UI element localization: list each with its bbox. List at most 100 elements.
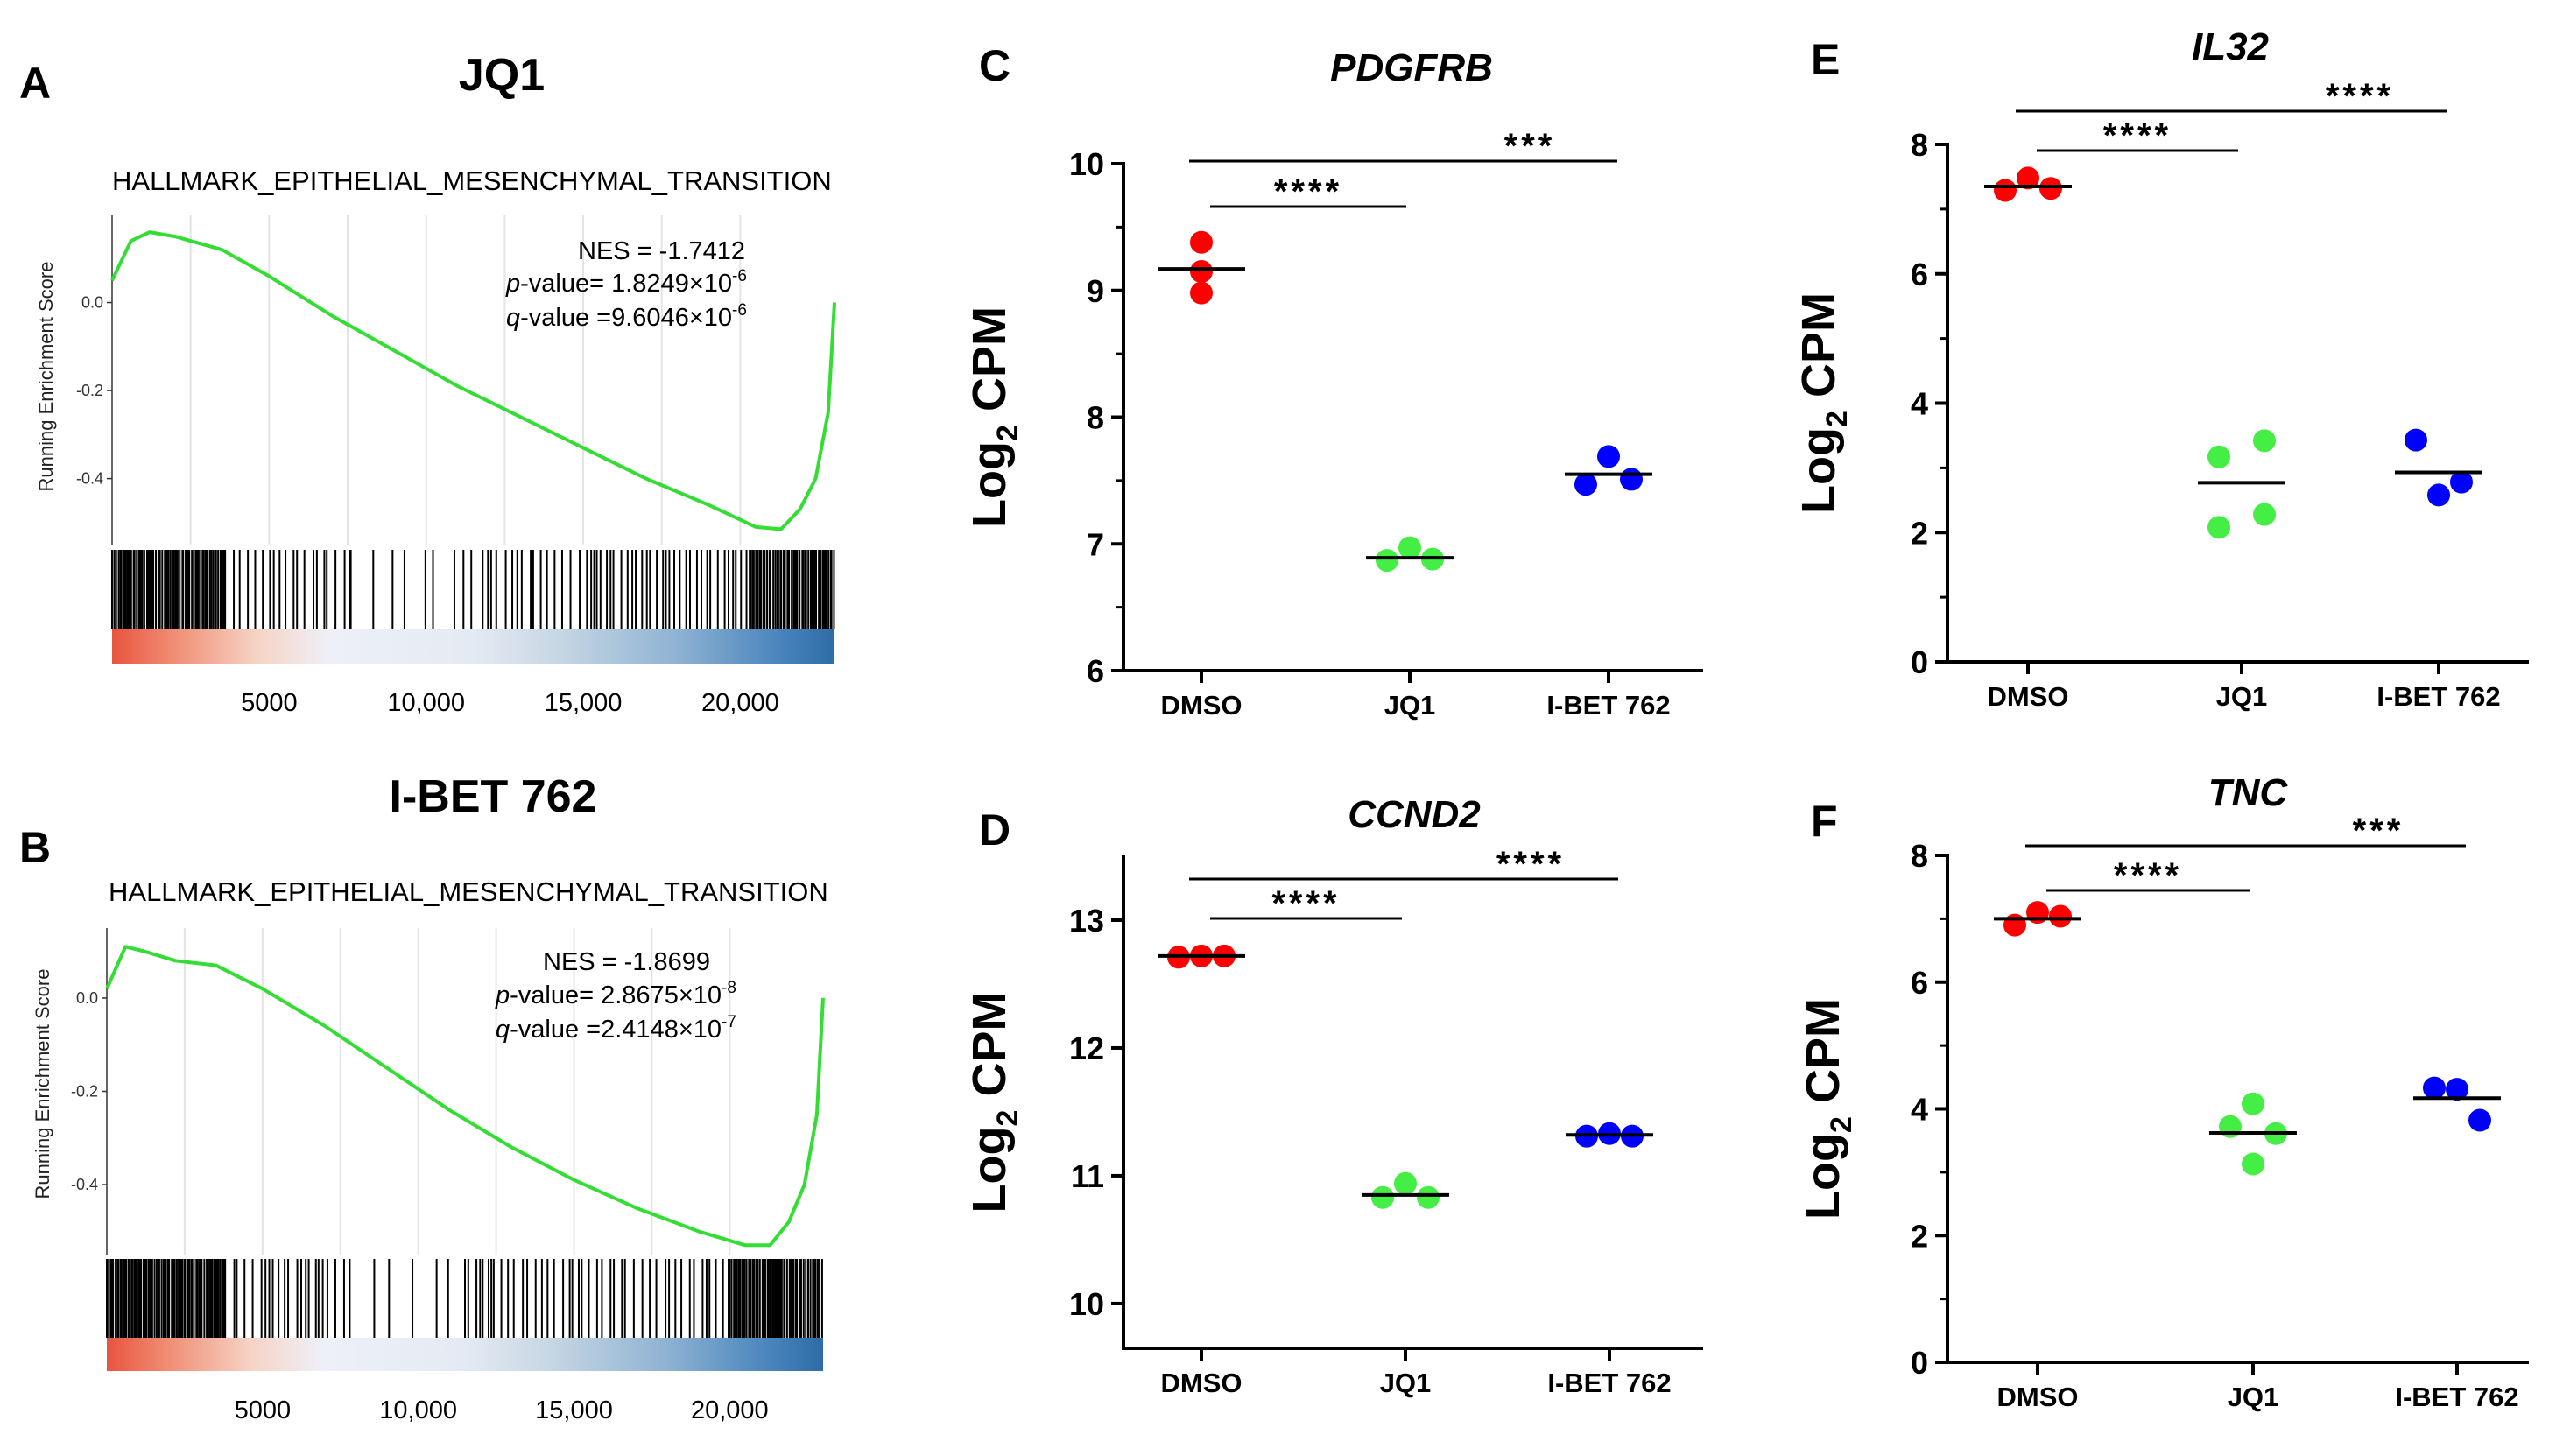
panel-b-q-label: q xyxy=(496,1016,510,1044)
y-tick-label: 8 xyxy=(1911,838,1928,874)
y-tick-label: 6 xyxy=(1911,965,1928,1001)
y-tick-label: 2 xyxy=(1911,515,1928,551)
x-category-label: DMSO xyxy=(1997,1382,2079,1412)
y-tick-label: 12 xyxy=(1069,1030,1104,1066)
y-axis-label-cpm: CPM xyxy=(963,306,1016,425)
panel-a-q-exp: -6 xyxy=(732,301,747,320)
panel-b-p-value: p-value= 2.8675×10-8 xyxy=(495,979,736,1009)
data-point xyxy=(2049,904,2072,928)
data-point xyxy=(1398,536,1421,559)
panel-b-p-label: p xyxy=(495,981,510,1009)
panel-b-p-exp: -8 xyxy=(722,979,736,997)
significance-label: *** xyxy=(2353,812,2405,850)
data-point xyxy=(2423,1076,2446,1100)
x-category-label: DMSO xyxy=(1161,690,1243,721)
data-point xyxy=(2427,483,2450,507)
y-tick-label: 10 xyxy=(1069,1286,1104,1322)
gene-title: CCND2 xyxy=(1348,793,1481,836)
panel-a-p-exp: -6 xyxy=(732,267,747,285)
gsea-x-tick-label: 10,000 xyxy=(379,1396,457,1424)
y-tick-label: 2 xyxy=(1911,1218,1928,1254)
gsea-x-tick-label: 20,000 xyxy=(691,1396,769,1424)
gsea-plot-b: 0.0 -0.2 -0.4 5000 10,000 15,000 20,000 xyxy=(71,928,825,1424)
panel-b-gene-set-name: HALLMARK_EPITHELIAL_MESENCHYMAL_TRANSITI… xyxy=(109,876,828,907)
y-axis-label-log: Log xyxy=(963,441,1016,528)
data-point xyxy=(1394,1171,1417,1195)
gsea-y-tick-label: -0.2 xyxy=(71,1083,98,1101)
y-tick-label: 8 xyxy=(1911,127,1928,163)
panel-b-ylabel: Running Enrichment Score xyxy=(32,969,53,1199)
panel-label-d: D xyxy=(979,805,1010,855)
significance-label: **** xyxy=(1271,884,1340,923)
panel-label-c: C xyxy=(979,41,1010,90)
panel-a-q-label: q xyxy=(506,304,520,332)
gsea-y-tick-label: 0.0 xyxy=(76,989,98,1007)
y-axis-label-cpm: CPM xyxy=(1792,292,1845,411)
data-point xyxy=(1994,179,2017,202)
gsea-y-tick-label: -0.2 xyxy=(76,382,103,399)
gsea-x-tick-label: 5000 xyxy=(235,1396,292,1424)
y-axis-label-subscript: 2 xyxy=(991,425,1024,441)
significance-label: **** xyxy=(2326,77,2394,116)
y-tick-label: 4 xyxy=(1911,386,1928,422)
significance-label: **** xyxy=(2103,116,2172,155)
gsea-x-tick-label: 10,000 xyxy=(387,689,465,717)
panel-label-b: B xyxy=(19,823,51,872)
panel-label-a: A xyxy=(19,59,51,108)
data-point xyxy=(1371,1185,1394,1209)
y-axis-label: Log2 CPM xyxy=(963,306,1024,528)
significance-label: **** xyxy=(1274,172,1342,211)
x-category-label: JQ1 xyxy=(2216,681,2268,712)
panel-a: A JQ1 HALLMARK_EPITHELIAL_MESENCHYMAL_TR… xyxy=(19,50,836,717)
ranked-list-gradient xyxy=(107,1338,823,1371)
y-axis-label-cpm: CPM xyxy=(1797,998,1849,1116)
y-axis-label-subscript: 2 xyxy=(1825,1116,1858,1133)
data-point xyxy=(1417,1185,1440,1209)
ranked-list-gradient xyxy=(112,629,834,664)
panel-b: B I-BET 762 HALLMARK_EPITHELIAL_MESENCHY… xyxy=(19,771,828,1424)
dot-plot-d: CCND2 Log2 CPM 10 11 12 13 DMSO JQ1 I-BET 762 ***… xyxy=(963,793,1703,1398)
data-point xyxy=(2207,445,2230,468)
gene-title: IL32 xyxy=(2192,25,2270,68)
y-axis-label-log: Log xyxy=(963,1126,1016,1213)
y-tick-label: 8 xyxy=(1087,400,1104,436)
gsea-x-tick-label: 5000 xyxy=(241,689,298,717)
panel-a-p-label: p xyxy=(505,270,520,298)
data-point xyxy=(2450,470,2473,494)
panel-label-f: F xyxy=(1811,797,1838,846)
y-axis-label: Log2 CPM xyxy=(1797,998,1858,1220)
panel-b-q-text: -value =2.4148×10 xyxy=(510,1016,722,1044)
y-axis-label-cpm: CPM xyxy=(963,992,1016,1110)
data-point xyxy=(2253,503,2276,526)
y-tick-label: 6 xyxy=(1087,653,1104,689)
data-point xyxy=(2446,1078,2468,1101)
enrichment-score-curve xyxy=(110,230,836,531)
x-category-label: I-BET 762 xyxy=(1546,690,1670,721)
y-axis-label-log: Log xyxy=(1797,1133,1849,1220)
panel-a-nes: NES = -1.7412 xyxy=(578,237,745,265)
enrichment-score-curve xyxy=(105,945,825,1248)
data-point xyxy=(2017,166,2039,190)
data-point xyxy=(2242,1152,2264,1176)
data-point xyxy=(2253,429,2276,453)
data-point xyxy=(1620,468,1643,491)
panel-a-ylabel: Running Enrichment Score xyxy=(35,262,57,492)
gene-title: TNC xyxy=(2208,771,2289,814)
gsea-plot-a: 0.0 -0.2 -0.4 5000 10,000 15,000 20,000 xyxy=(76,215,836,717)
y-tick-label: 10 xyxy=(1069,146,1104,182)
x-category-label: JQ1 xyxy=(1384,690,1436,721)
y-axis-label-log: Log xyxy=(1792,427,1845,514)
x-category-label: I-BET 762 xyxy=(2395,1382,2518,1412)
data-point xyxy=(1376,549,1398,573)
gsea-y-tick-label: -0.4 xyxy=(76,470,103,488)
gene-title: PDGFRB xyxy=(1330,46,1493,89)
significance-label: **** xyxy=(2114,856,2182,895)
panel-b-p-text: -value= 2.8675×10 xyxy=(510,981,722,1009)
panel-b-q-value: q-value =2.4148×10-7 xyxy=(496,1013,736,1044)
y-tick-label: 4 xyxy=(1911,1092,1928,1128)
y-tick-label: 0 xyxy=(1911,1345,1928,1381)
x-category-label: DMSO xyxy=(1988,681,2069,712)
panel-a-title: JQ1 xyxy=(459,50,545,101)
